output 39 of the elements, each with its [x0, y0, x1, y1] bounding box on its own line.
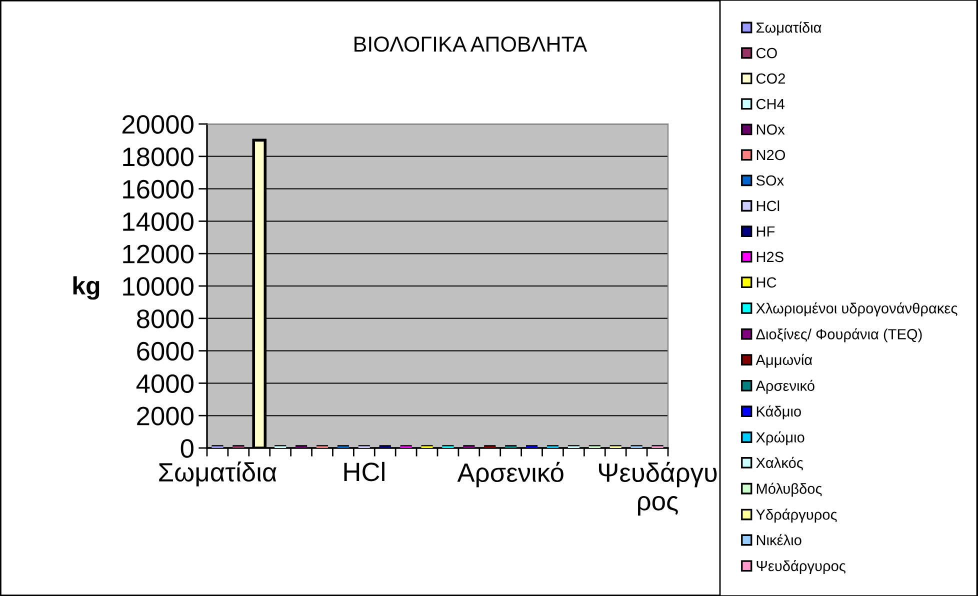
legend-label: CO: [756, 48, 777, 58]
legend-label: Διοξίνες/ Φουράνια (TEQ): [756, 328, 922, 342]
legend-label: Χαλκός: [756, 456, 803, 470]
legend-label: Χλωριομένοι υδρογονάνθρακες: [756, 302, 958, 316]
legend-label: HCl: [756, 200, 780, 212]
x-tick-label: Αρσενικό: [457, 462, 564, 488]
legend-label: Νικέλιο: [756, 534, 802, 546]
y-tick-label: 2000: [137, 406, 194, 426]
legend-label: Μόλυβδος: [756, 482, 822, 497]
x-tick-label: Σωματίδια: [159, 461, 276, 486]
legend-label: CO2: [756, 73, 785, 84]
legend-label: HF: [756, 226, 775, 236]
y-tick-label: 16000: [123, 180, 194, 199]
chart-title: ΒΙΟΛΟΓΙΚΑ ΑΠΟΒΛΗΤΑ: [354, 36, 588, 52]
y-tick-label: 0: [180, 439, 194, 458]
y-tick-label: 4000: [136, 374, 194, 394]
legend-label: HC: [756, 277, 776, 288]
y-axis-title: kg: [73, 276, 100, 300]
y-tick-label: 20000: [122, 115, 194, 134]
y-tick-label: 18000: [123, 148, 194, 166]
y-tick-label: 8000: [136, 310, 194, 328]
legend-label: Αρσενικό: [756, 380, 814, 394]
y-tick-label: 6000: [137, 342, 194, 361]
legend-label: Χρώμιο: [756, 431, 804, 446]
y-tick-label: 12000: [123, 244, 194, 264]
y-tick-label: 10000: [123, 277, 194, 296]
legend-label: Αμμωνία: [756, 354, 812, 368]
y-tick-label: 14000: [123, 212, 194, 232]
x-tick-label: Ψευδάργυ ρος: [598, 462, 717, 516]
x-tick-label: HCl: [344, 462, 384, 482]
legend-label: SOx: [756, 175, 784, 186]
legend-label: NOx: [756, 124, 785, 135]
legend-label: Υδράργυρος: [756, 508, 837, 523]
legend-label: Κάδμιο: [756, 405, 801, 420]
legend-label: Ψευδάργυρος: [756, 560, 846, 574]
legend-label: H2S: [756, 252, 784, 262]
legend-label: CH4: [756, 98, 784, 110]
legend-label: N2O: [756, 150, 786, 160]
legend-label: Σωματίδια: [756, 22, 822, 36]
